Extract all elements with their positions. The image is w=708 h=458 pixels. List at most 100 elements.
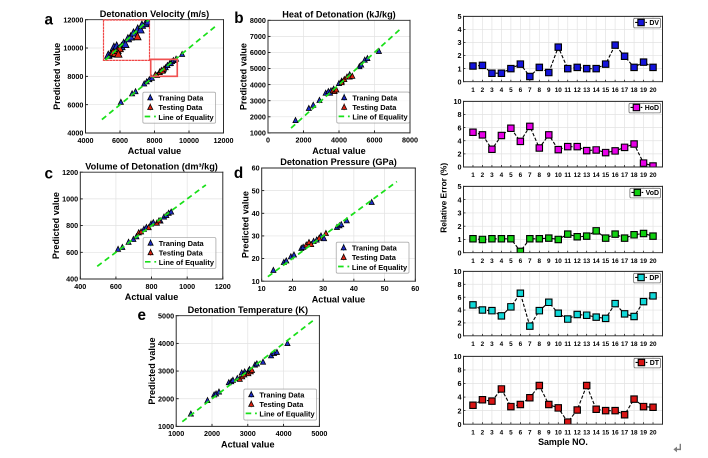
svg-text:6: 6 <box>519 258 523 265</box>
svg-text:30: 30 <box>319 284 327 293</box>
svg-text:Line of Equality: Line of Equality <box>352 113 408 122</box>
svg-text:1: 1 <box>471 429 475 436</box>
svg-text:10: 10 <box>258 284 266 293</box>
svg-text:4000: 4000 <box>158 339 174 348</box>
svg-text:2000: 2000 <box>204 429 220 438</box>
svg-text:2: 2 <box>481 429 485 436</box>
svg-text:16: 16 <box>612 258 620 265</box>
svg-text:1000: 1000 <box>158 422 174 431</box>
svg-text:DT: DT <box>650 360 660 367</box>
svg-text:18: 18 <box>631 172 639 179</box>
svg-text:Testing Data: Testing Data <box>159 248 204 257</box>
svg-text:7000: 7000 <box>250 32 266 41</box>
svg-text:15: 15 <box>602 87 610 94</box>
svg-text:13: 13 <box>583 429 591 436</box>
svg-text:4: 4 <box>500 429 504 436</box>
svg-text:11: 11 <box>564 87 571 94</box>
svg-text:14: 14 <box>593 258 601 265</box>
svg-text:10: 10 <box>252 277 260 286</box>
svg-text:Traning Data: Traning Data <box>158 94 204 103</box>
svg-text:50: 50 <box>381 284 389 293</box>
svg-text:6: 6 <box>458 379 462 388</box>
svg-text:18: 18 <box>631 258 639 265</box>
svg-text:1: 1 <box>471 341 475 348</box>
svg-text:10000: 10000 <box>63 44 83 53</box>
svg-text:0: 0 <box>458 77 462 86</box>
svg-text:20: 20 <box>252 254 260 263</box>
svg-text:7: 7 <box>528 258 532 265</box>
svg-text:9: 9 <box>547 172 551 179</box>
svg-text:16: 16 <box>612 172 620 179</box>
svg-text:Sample NO.: Sample NO. <box>538 437 588 447</box>
svg-text:19: 19 <box>640 429 648 436</box>
svg-text:11: 11 <box>564 258 571 265</box>
svg-text:20: 20 <box>649 429 657 436</box>
svg-text:4: 4 <box>458 136 462 145</box>
svg-text:3000: 3000 <box>250 96 266 105</box>
svg-text:9: 9 <box>547 87 551 94</box>
svg-text:Traning Data: Traning Data <box>352 244 398 253</box>
svg-text:12: 12 <box>574 341 582 348</box>
svg-text:1: 1 <box>471 172 475 179</box>
svg-text:Testing Data: Testing Data <box>259 400 304 409</box>
svg-text:13: 13 <box>583 87 591 94</box>
svg-text:11: 11 <box>564 341 571 348</box>
svg-text:c: c <box>45 166 54 183</box>
svg-text:2: 2 <box>481 172 485 179</box>
svg-text:0: 0 <box>458 420 462 429</box>
svg-text:3: 3 <box>490 429 494 436</box>
svg-text:0: 0 <box>458 331 462 340</box>
svg-text:12: 12 <box>574 258 582 265</box>
svg-text:6000: 6000 <box>250 48 266 57</box>
svg-text:2: 2 <box>458 149 462 158</box>
svg-text:d: d <box>234 165 243 182</box>
svg-text:Traning Data: Traning Data <box>259 390 305 399</box>
svg-text:14: 14 <box>593 341 601 348</box>
svg-text:7: 7 <box>528 172 532 179</box>
svg-text:8: 8 <box>538 172 542 179</box>
svg-text:Actual value: Actual value <box>312 146 365 156</box>
svg-text:Predicted value: Predicted value <box>147 337 157 404</box>
svg-text:600: 600 <box>110 282 122 291</box>
svg-text:10000: 10000 <box>179 136 199 145</box>
svg-text:Testing Data: Testing Data <box>352 103 397 112</box>
svg-text:60: 60 <box>252 164 260 173</box>
svg-text:11: 11 <box>564 172 571 179</box>
svg-text:Actual value: Actual value <box>125 292 178 302</box>
svg-text:Line of Equality: Line of Equality <box>159 258 215 267</box>
svg-text:4: 4 <box>500 87 504 94</box>
svg-text:8: 8 <box>538 429 542 436</box>
svg-text:10: 10 <box>555 172 563 179</box>
svg-text:40: 40 <box>350 284 358 293</box>
svg-text:19: 19 <box>640 87 648 94</box>
svg-text:4: 4 <box>500 341 504 348</box>
svg-text:40: 40 <box>252 209 260 218</box>
svg-text:400: 400 <box>66 275 78 284</box>
svg-text:9: 9 <box>547 258 551 265</box>
svg-text:8000: 8000 <box>250 16 266 25</box>
svg-text:Testing Data: Testing Data <box>352 253 397 262</box>
svg-text:20: 20 <box>649 341 657 348</box>
svg-text:2: 2 <box>458 222 462 231</box>
svg-text:2: 2 <box>458 51 462 60</box>
svg-text:1: 1 <box>458 64 462 73</box>
svg-text:16: 16 <box>612 87 620 94</box>
svg-text:Predicted value: Predicted value <box>240 191 250 258</box>
svg-text:12000: 12000 <box>63 15 83 24</box>
svg-text:Line of Equality: Line of Equality <box>352 263 408 272</box>
svg-text:8: 8 <box>458 110 462 119</box>
svg-text:1: 1 <box>471 87 475 94</box>
svg-text:2000: 2000 <box>250 112 266 121</box>
svg-text:16: 16 <box>612 341 620 348</box>
svg-text:14: 14 <box>593 429 601 436</box>
svg-text:4000: 4000 <box>77 136 93 145</box>
svg-text:3: 3 <box>490 341 494 348</box>
svg-text:6000: 6000 <box>112 136 128 145</box>
svg-text:18: 18 <box>631 87 639 94</box>
svg-text:6: 6 <box>519 341 523 348</box>
svg-text:1: 1 <box>458 235 462 244</box>
svg-text:2000: 2000 <box>158 394 174 403</box>
svg-text:1000: 1000 <box>179 282 195 291</box>
svg-text:800: 800 <box>66 221 78 230</box>
svg-text:13: 13 <box>583 172 591 179</box>
